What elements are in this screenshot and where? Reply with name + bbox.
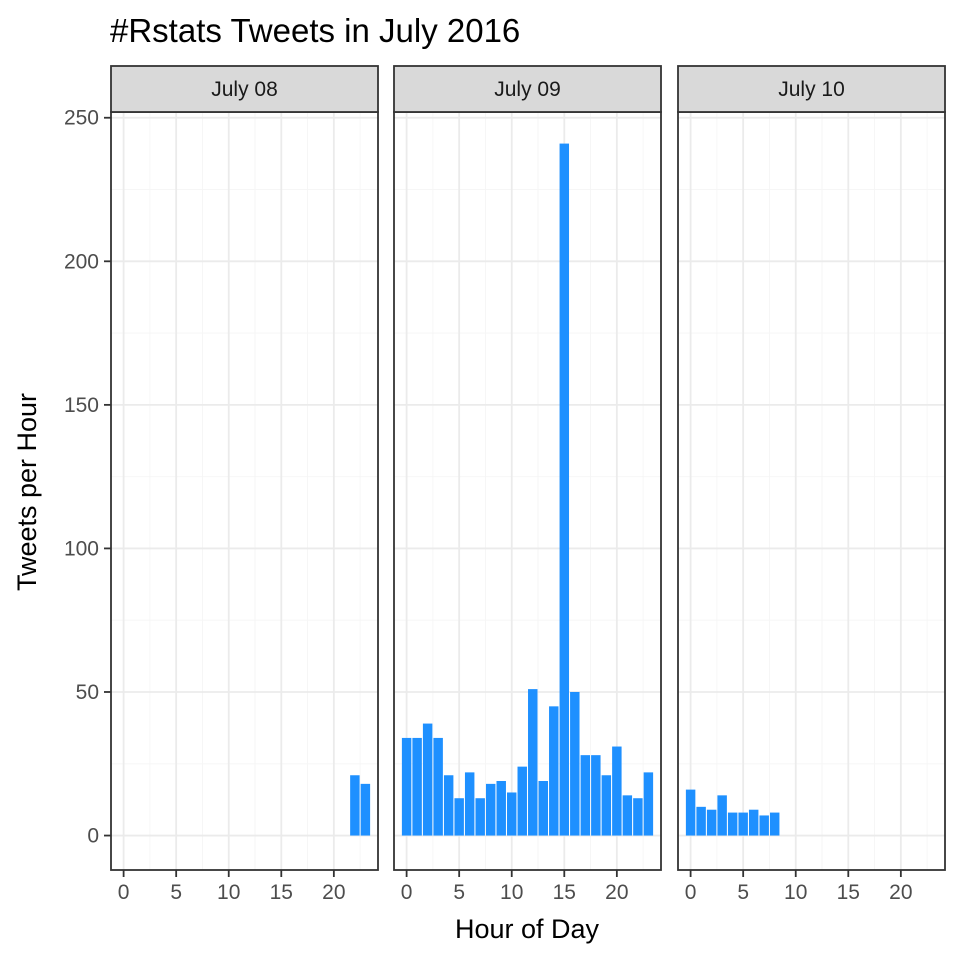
bar-hour-13: [538, 780, 548, 836]
x-tick-label: 0: [685, 881, 697, 904]
bar-hour-1: [412, 737, 422, 836]
bar-hour-19: [601, 775, 612, 836]
bar-hour-1: [696, 806, 706, 836]
bar-hour-8: [485, 783, 496, 836]
bar-hour-3: [433, 737, 443, 836]
facet-strip-label: July 10: [778, 78, 845, 101]
bar-hour-7: [475, 798, 485, 836]
bar-hour-18: [591, 755, 601, 836]
bar-hour-12: [528, 689, 538, 836]
bar-hour-2: [422, 723, 433, 836]
bar-hour-14: [549, 706, 559, 836]
bar-hour-22: [350, 775, 360, 836]
bar-hour-17: [580, 755, 591, 836]
bar-hour-9: [496, 780, 506, 836]
y-tick-label: 0: [87, 825, 99, 848]
bar-hour-15: [559, 143, 570, 836]
facet-strip: [393, 65, 662, 113]
facet-strip: [110, 65, 379, 113]
facet-strip-label: July 08: [211, 78, 278, 101]
x-tick-label: 15: [270, 881, 293, 904]
facet-panel-1: July 08 0 5 10 15 20: [110, 65, 379, 904]
facet-strip: [677, 65, 946, 113]
bar-hour-7: [759, 815, 769, 836]
bar-hour-16: [570, 691, 580, 836]
bar-hour-6: [748, 809, 759, 836]
facet-panel-3: July 10 0 5 10 15 20: [677, 65, 946, 904]
x-tick-label: 15: [553, 881, 576, 904]
y-tick-label: 100: [64, 537, 99, 560]
x-tick-label: 5: [170, 881, 182, 904]
x-tick-label: 5: [453, 881, 465, 904]
bar-hour-3: [717, 795, 727, 836]
panel-background: [111, 112, 378, 870]
bar-hour-21: [622, 795, 633, 836]
facet-panels: July 08 0 5 10 15 20 July 09 0 5 10 15 20 July 10 0 5 1…: [110, 65, 946, 904]
x-tick-label: 10: [500, 881, 523, 904]
x-tick-label: 0: [118, 881, 130, 904]
bar-hour-23: [643, 772, 654, 836]
bar-hour-5: [454, 798, 464, 836]
chart-title: #Rstats Tweets in July 2016: [110, 12, 520, 49]
panel-background: [678, 112, 945, 870]
x-tick-label: 5: [737, 881, 749, 904]
bar-hour-0: [685, 789, 696, 836]
facet-strip-label: July 09: [494, 78, 561, 101]
x-tick-label: 10: [217, 881, 240, 904]
x-tick-label: 20: [322, 881, 345, 904]
y-axis-title: Tweets per Hour: [12, 393, 42, 591]
y-tick-label: 200: [64, 250, 99, 273]
x-tick-label: 10: [784, 881, 807, 904]
x-axis-title: Hour of Day: [455, 914, 600, 944]
y-tick-label: 150: [64, 394, 99, 417]
bar-hour-11: [517, 766, 527, 836]
y-tick-label: 250: [64, 107, 99, 130]
bar-hour-10: [507, 792, 517, 836]
x-tick-label: 20: [889, 881, 912, 904]
bar-hour-8: [769, 812, 780, 836]
bar-hour-5: [738, 812, 748, 836]
y-axis: 0 50 100 150 200 250: [64, 107, 111, 848]
bar-hour-23: [360, 783, 371, 836]
y-tick-label: 50: [76, 681, 99, 704]
bar-hour-20: [612, 746, 622, 836]
bar-hour-22: [633, 798, 643, 836]
bar-hour-4: [443, 775, 454, 836]
facet-panel-2: July 09 0 5 10 15 20: [393, 65, 662, 904]
x-tick-label: 0: [401, 881, 413, 904]
bar-hour-2: [706, 809, 717, 836]
bar-hour-0: [401, 737, 412, 836]
x-tick-label: 20: [605, 881, 628, 904]
x-tick-label: 15: [837, 881, 860, 904]
bar-hour-4: [727, 812, 738, 836]
bar-hour-6: [464, 772, 475, 836]
